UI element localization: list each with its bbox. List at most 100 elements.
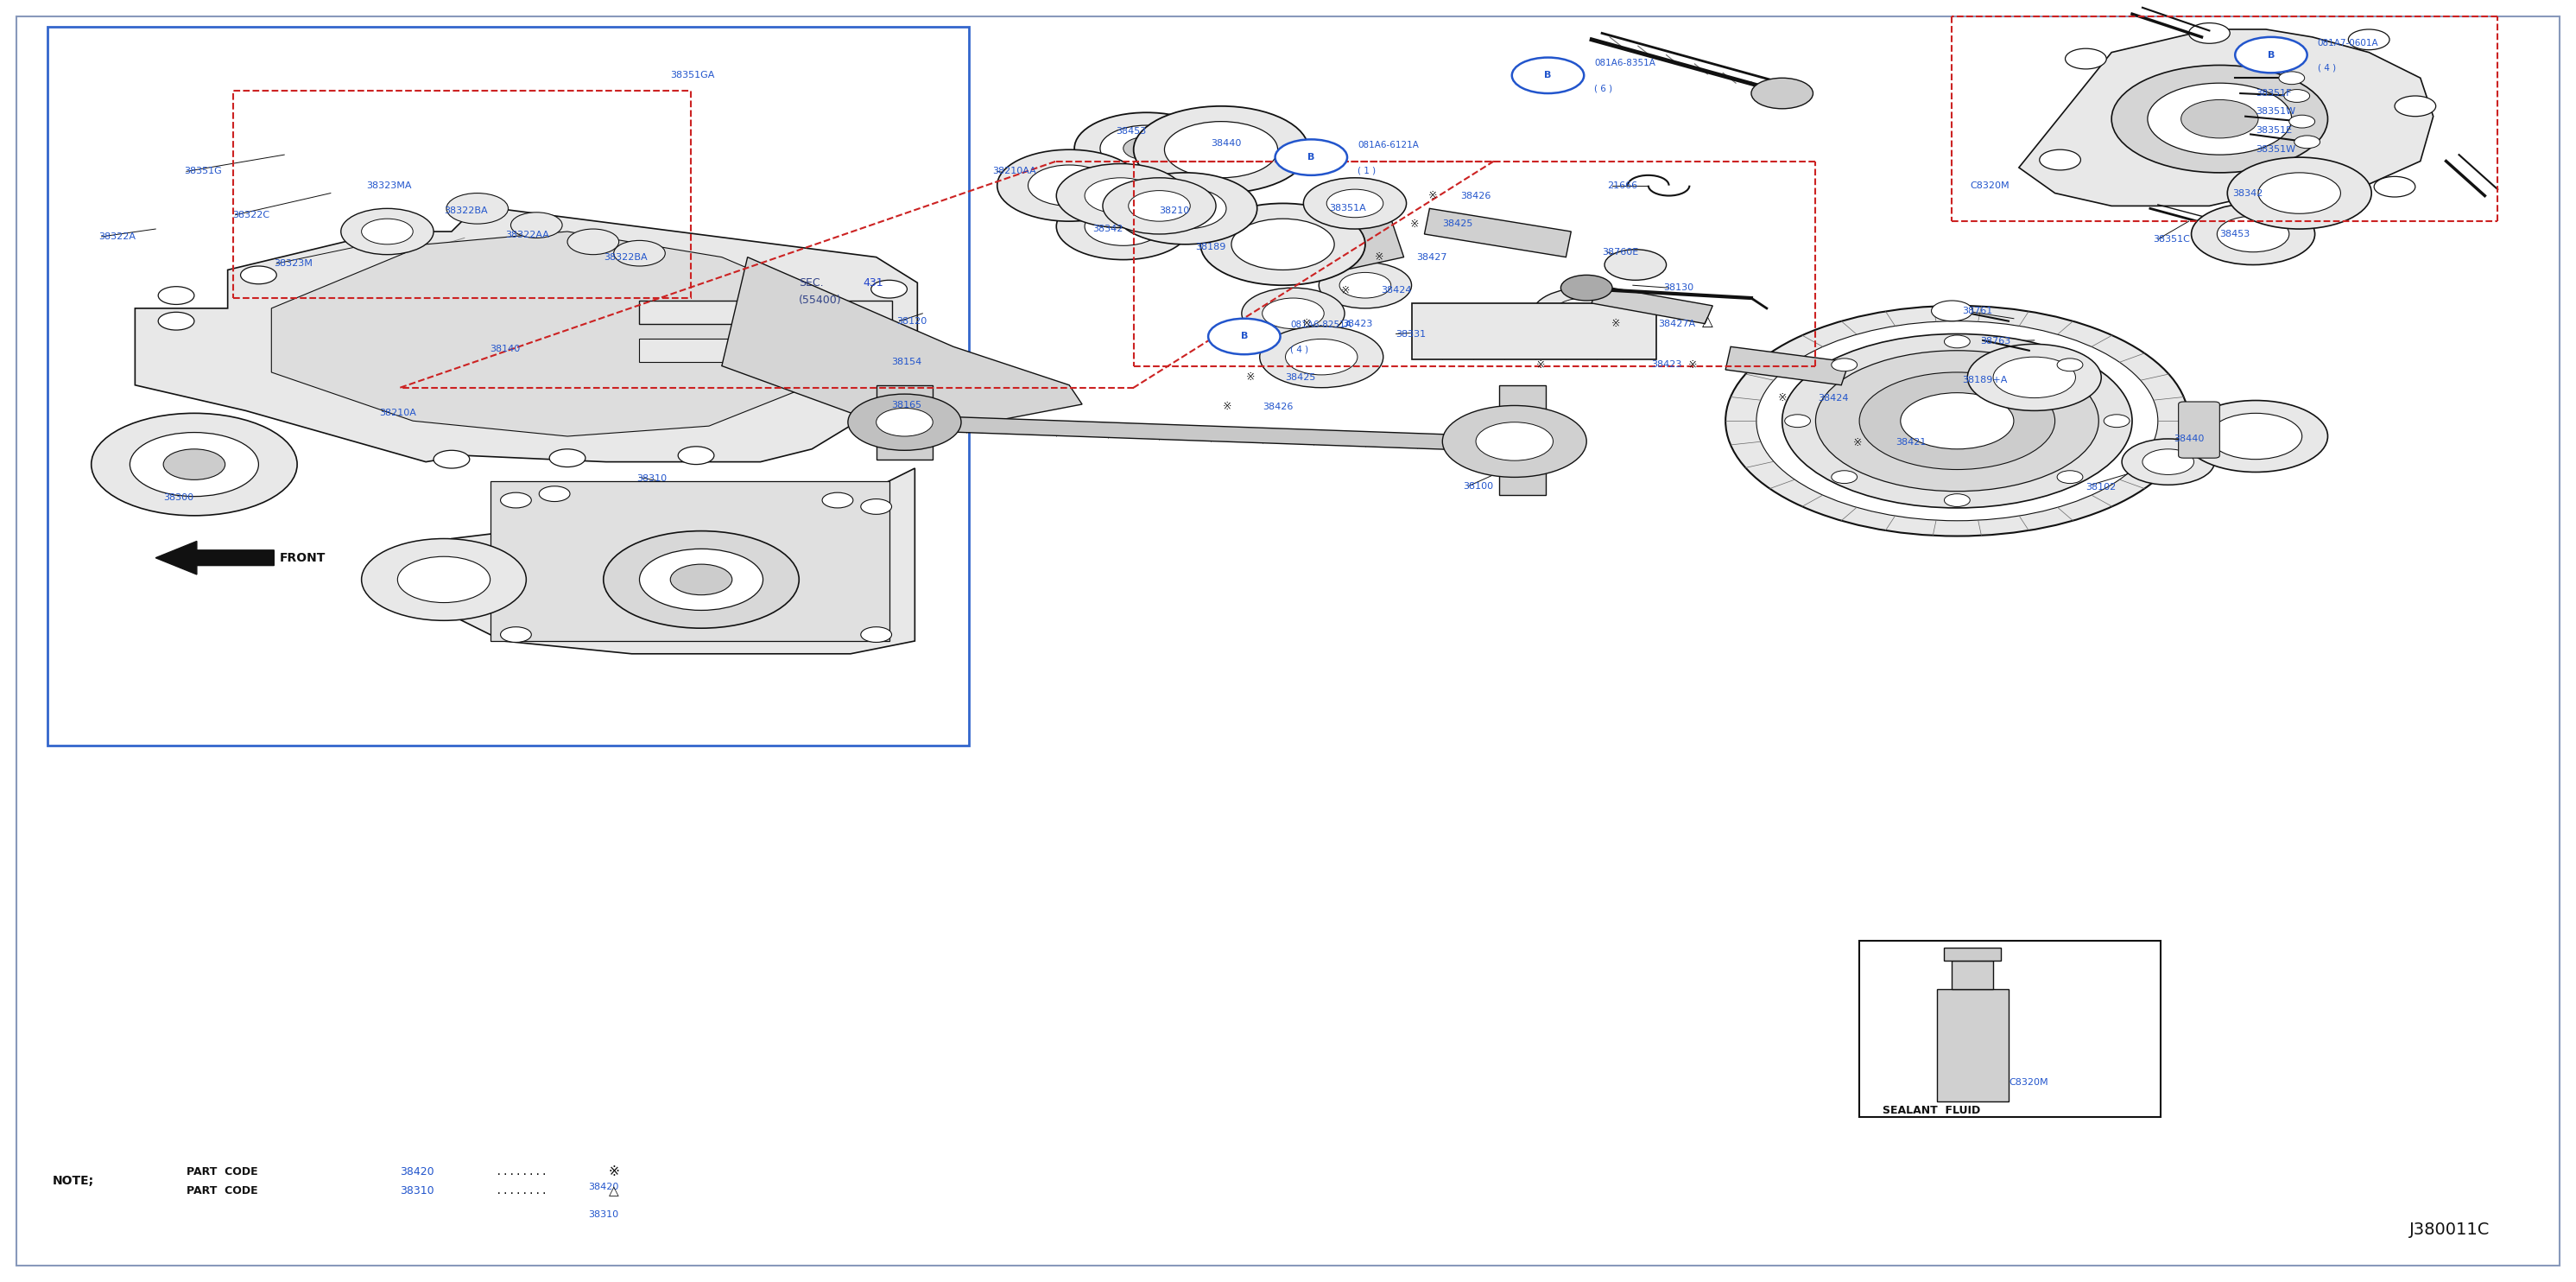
Circle shape [1133, 106, 1309, 194]
Text: 38322C: 38322C [232, 210, 270, 219]
Circle shape [129, 432, 258, 496]
Text: 38130: 38130 [1664, 283, 1695, 292]
Text: B: B [1546, 71, 1551, 79]
Circle shape [2290, 115, 2316, 128]
Text: 38420: 38420 [399, 1167, 435, 1178]
Circle shape [1128, 191, 1190, 222]
Circle shape [1553, 299, 1615, 328]
Circle shape [1816, 350, 2099, 491]
Circle shape [2349, 29, 2391, 50]
Circle shape [1783, 333, 2133, 508]
Text: 38351GA: 38351GA [670, 71, 714, 79]
Circle shape [500, 627, 531, 642]
Bar [639, 338, 891, 362]
Text: ※: ※ [1244, 372, 1255, 383]
Circle shape [397, 556, 489, 603]
Circle shape [848, 394, 961, 450]
Circle shape [1144, 188, 1226, 229]
Circle shape [1340, 273, 1391, 299]
Text: ※: ※ [608, 1165, 621, 1178]
Polygon shape [1726, 346, 1850, 385]
Bar [1860, 941, 2161, 1117]
Polygon shape [134, 206, 917, 462]
Text: 38310: 38310 [587, 1210, 618, 1219]
Text: 38425: 38425 [1443, 219, 1473, 228]
Polygon shape [876, 385, 933, 459]
Text: ........: ........ [495, 1167, 546, 1178]
Text: C8320M: C8320M [2009, 1078, 2048, 1087]
Text: 38310: 38310 [399, 1186, 435, 1197]
Text: 38423: 38423 [1651, 360, 1682, 369]
Bar [232, 91, 690, 299]
Circle shape [567, 229, 618, 255]
Circle shape [1968, 344, 2102, 410]
Circle shape [860, 499, 891, 514]
Circle shape [1785, 414, 1811, 427]
Text: 38426: 38426 [1461, 191, 1492, 200]
Polygon shape [1425, 209, 1571, 258]
Circle shape [2218, 217, 2290, 253]
Text: FRONT: FRONT [278, 551, 325, 564]
Circle shape [639, 549, 762, 610]
Text: △: △ [1703, 313, 1713, 329]
Text: ........: ........ [495, 1186, 546, 1197]
Text: 38342: 38342 [2233, 188, 2264, 197]
Text: 38440: 38440 [1211, 138, 1242, 147]
Text: 38423: 38423 [1342, 319, 1373, 328]
Text: 38351W: 38351W [2257, 145, 2295, 154]
Circle shape [433, 450, 469, 468]
Text: 38210A: 38210A [379, 409, 417, 418]
Text: B: B [2267, 50, 2275, 59]
Bar [1953, 962, 1994, 988]
Text: ( 4 ): ( 4 ) [1291, 345, 1309, 354]
Circle shape [677, 446, 714, 464]
Text: 38351A: 38351A [1329, 204, 1365, 213]
Text: ※: ※ [1852, 437, 1862, 449]
Text: 38760E: 38760E [1602, 247, 1638, 256]
Text: 38100: 38100 [1463, 482, 1494, 491]
Circle shape [538, 486, 569, 501]
Text: SEALANT  FLUID: SEALANT FLUID [1883, 1105, 1981, 1117]
Circle shape [1605, 250, 1667, 281]
Circle shape [2285, 90, 2311, 103]
Circle shape [2184, 400, 2329, 472]
Circle shape [670, 564, 732, 595]
Circle shape [1533, 288, 1636, 338]
Circle shape [361, 219, 412, 245]
Text: 38210AA: 38210AA [992, 167, 1036, 176]
Circle shape [1231, 219, 1334, 271]
Text: △: △ [608, 1185, 618, 1197]
Text: 38342: 38342 [1092, 224, 1123, 233]
Text: 431: 431 [863, 277, 884, 288]
Circle shape [2040, 150, 2081, 171]
Circle shape [2182, 100, 2259, 138]
Circle shape [2190, 23, 2231, 44]
Circle shape [2123, 438, 2215, 485]
Circle shape [1945, 494, 1971, 506]
Text: 38351E: 38351E [2257, 126, 2293, 135]
Circle shape [240, 267, 276, 285]
Bar [489, 481, 889, 641]
Bar [1945, 949, 2002, 962]
Circle shape [157, 312, 193, 329]
Circle shape [1260, 326, 1383, 387]
Circle shape [613, 241, 665, 267]
Circle shape [1208, 318, 1280, 354]
Polygon shape [1499, 385, 1546, 495]
Text: J380011C: J380011C [2409, 1222, 2491, 1238]
Text: 38427A: 38427A [1659, 319, 1695, 328]
Circle shape [2228, 158, 2372, 229]
Polygon shape [155, 541, 273, 574]
Circle shape [1285, 338, 1358, 374]
Polygon shape [1309, 219, 1404, 276]
Text: 38424: 38424 [1819, 394, 1850, 403]
Text: 38761: 38761 [1963, 306, 1994, 315]
Text: NOTE;: NOTE; [52, 1174, 95, 1187]
Circle shape [1443, 405, 1587, 477]
Circle shape [1752, 78, 1814, 109]
Text: 38420: 38420 [587, 1183, 618, 1192]
Circle shape [549, 449, 585, 467]
Text: 38424: 38424 [1381, 286, 1412, 295]
Circle shape [2375, 177, 2416, 197]
Circle shape [1832, 359, 1857, 372]
